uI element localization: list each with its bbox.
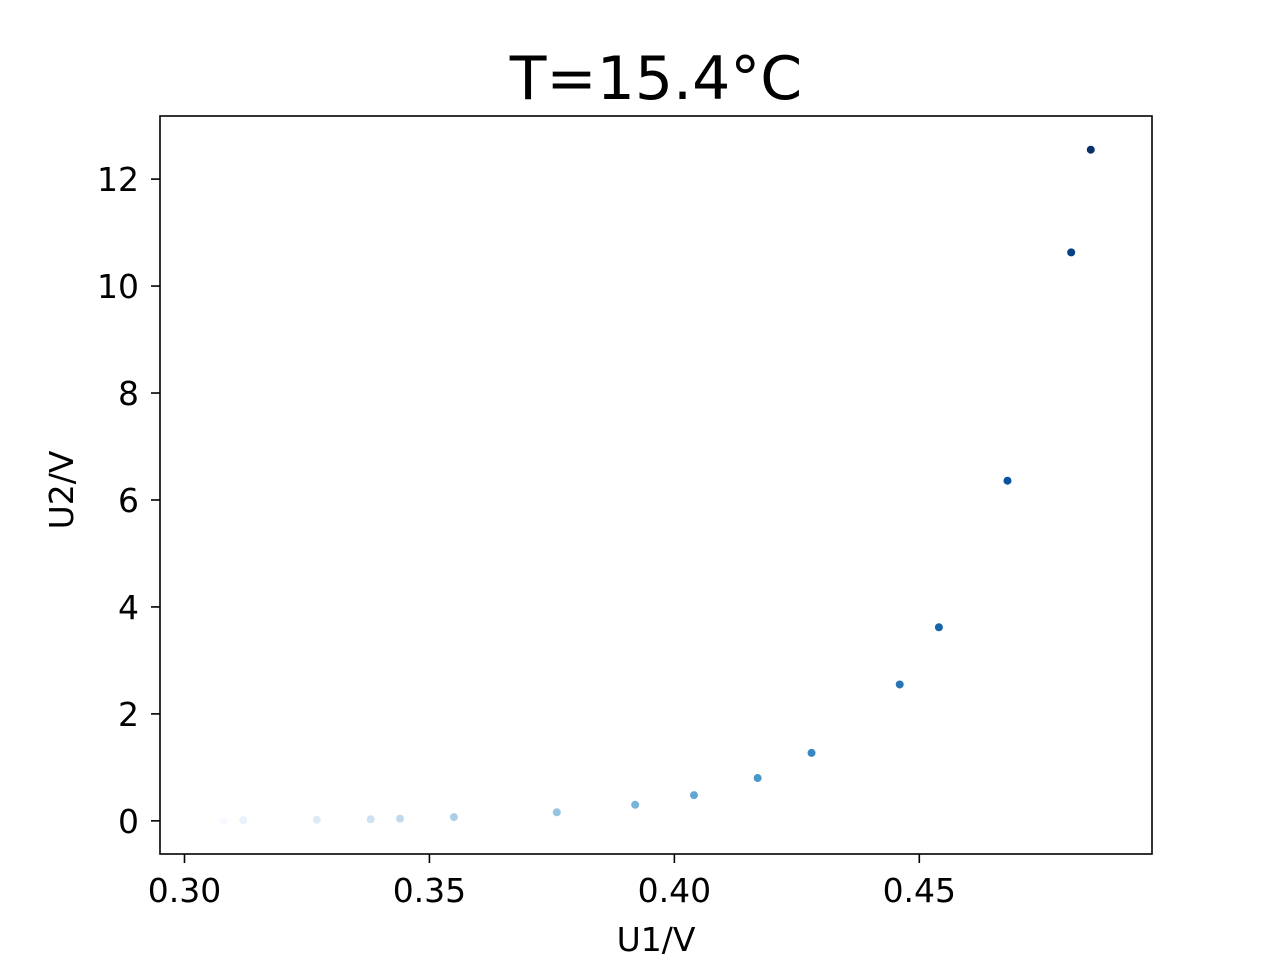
x-axis-label: U1/V (617, 920, 696, 959)
y-tick-label: 6 (118, 481, 139, 520)
data-point (552, 808, 561, 817)
data-point (807, 748, 816, 757)
x-tick-label: 0.30 (148, 871, 221, 910)
data-point (219, 816, 228, 825)
data-point (631, 800, 640, 809)
data-point (1003, 476, 1012, 485)
data-point (1067, 248, 1076, 257)
y-tick-label: 0 (118, 802, 139, 841)
y-tick-label: 12 (97, 160, 139, 199)
x-tick-label: 0.35 (393, 871, 466, 910)
y-tick-label: 2 (118, 695, 139, 734)
y-tick-label: 4 (118, 588, 139, 627)
data-point (1086, 145, 1095, 154)
x-tick-label: 0.45 (883, 871, 956, 910)
y-axis-ticks: 0 2 4 6 8 10 12 (97, 160, 160, 841)
data-point (312, 815, 321, 824)
data-point (396, 814, 405, 823)
data-point (366, 815, 375, 824)
y-tick-label: 10 (97, 267, 139, 306)
y-axis-label: U2/V (42, 450, 81, 529)
plot-area-frame (159, 115, 1153, 855)
data-point (934, 623, 943, 632)
data-point (753, 774, 762, 783)
x-axis-ticks: 0.30 0.35 0.40 0.45 (148, 854, 956, 910)
chart-title: T=15.4°C (509, 44, 802, 114)
data-point (239, 816, 248, 825)
y-tick-label: 8 (118, 374, 139, 413)
data-point (449, 813, 458, 822)
scatter-points (219, 145, 1095, 825)
x-tick-label: 0.40 (638, 871, 711, 910)
data-point (895, 680, 904, 689)
data-point (689, 791, 698, 800)
